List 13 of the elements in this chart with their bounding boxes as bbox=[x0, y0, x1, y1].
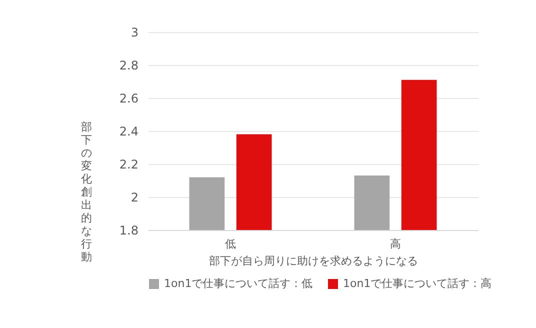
y-tick-label: 2.4 bbox=[119, 124, 138, 138]
text: 部下の変化創出的な行動 bbox=[81, 120, 92, 264]
legend-label: 1on1で仕事について話す：低 bbox=[164, 277, 313, 290]
legend-label: 1on1で仕事について話す：高 bbox=[343, 277, 492, 290]
y-tick-label: 3 bbox=[130, 26, 138, 40]
y-tick-label: 1.8 bbox=[119, 224, 138, 238]
y-tick-label: 2.8 bbox=[119, 58, 138, 72]
y-tick-label: 2.6 bbox=[119, 92, 138, 106]
x-tick-label: 高 bbox=[390, 238, 401, 250]
x-tick-label: 低 bbox=[225, 238, 236, 250]
x-axis-title: 部下が自ら周りに助けを求めるようになる bbox=[209, 254, 418, 268]
y-tick-label: 2.2 bbox=[119, 158, 138, 172]
y-tick-label: 2 bbox=[130, 190, 138, 204]
